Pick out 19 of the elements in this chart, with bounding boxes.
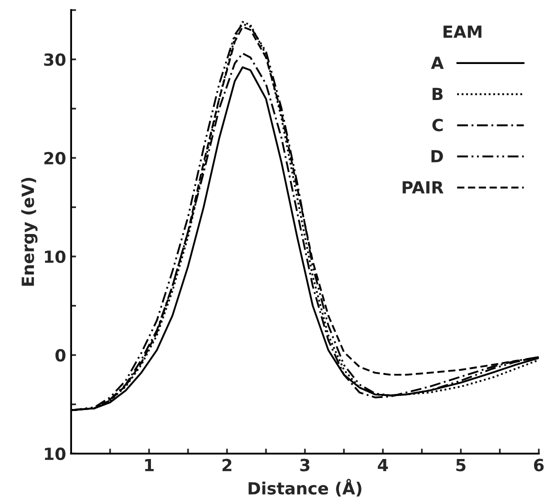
y-tick-label: 30: [44, 53, 66, 66]
legend-label: C: [432, 118, 443, 132]
legend-title: EAM: [444, 26, 482, 38]
x-tick-label: 5: [456, 458, 466, 472]
legend-label: D: [431, 150, 443, 162]
y-tick-label: 10: [44, 448, 66, 460]
y-tick-label: 10: [44, 250, 66, 264]
legend-label: PAIR: [402, 181, 444, 194]
x-tick-label: 6: [534, 458, 544, 472]
legend-label: A: [430, 56, 444, 69]
y-tick-label: 20: [44, 152, 66, 164]
x-tick-label: 3: [300, 458, 310, 472]
x-tick-label: 1: [145, 458, 154, 472]
y-tick-label: 0: [55, 349, 66, 362]
legend-label: B: [432, 88, 443, 100]
x-tick-label: 4: [378, 458, 388, 472]
x-tick-label: 2: [222, 458, 232, 472]
y-axis-title: Energy (eV): [21, 178, 38, 286]
x-axis-title: Distance (Å): [248, 478, 362, 497]
